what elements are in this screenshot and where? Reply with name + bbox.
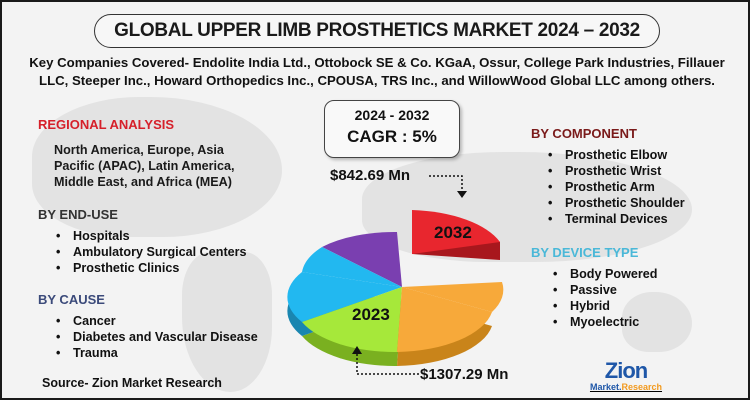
by-component-list: Prosthetic Elbow Prosthetic Wrist Prosth…	[548, 147, 685, 227]
slice-2023	[302, 287, 402, 353]
end-use-list: Hospitals Ambulatory Surgical Centers Pr…	[56, 228, 247, 276]
list-item: Body Powered	[553, 266, 657, 282]
by-cause-title: BY CAUSE	[38, 292, 105, 307]
pie-chart: 2032 2023	[282, 192, 522, 372]
region-line: Pacific (APAC), Latin America,	[54, 159, 235, 173]
companies-line-2: LLC, Steeper Inc., Howard Orthopedics In…	[39, 73, 715, 88]
arrow-2023	[352, 346, 420, 375]
list-item: Prosthetic Clinics	[56, 260, 247, 276]
logo-sub: Market.Research	[586, 382, 666, 393]
zion-logo: Zion Market.Research	[586, 360, 666, 396]
source-note: Source- Zion Market Research	[42, 376, 222, 390]
list-item: Terminal Devices	[548, 211, 685, 227]
list-item: Cancer	[56, 313, 258, 329]
pie-svg: 2032 2023	[287, 210, 504, 367]
logo-name: Zion	[604, 358, 648, 383]
region-line: Middle East, and Africa (MEA)	[54, 175, 232, 189]
svg-text:2023: 2023	[352, 305, 390, 324]
svg-text:2032: 2032	[434, 223, 472, 242]
arrow-2032	[429, 175, 467, 198]
list-item: Myoelectric	[553, 314, 657, 330]
list-item: Ambulatory Surgical Centers	[56, 244, 247, 260]
value-2032-label: $842.69 Mn	[330, 167, 411, 184]
cagr-period: 2024 - 2032	[354, 107, 430, 123]
by-component-title: BY COMPONENT	[531, 126, 637, 141]
list-item: Prosthetic Arm	[548, 179, 685, 195]
list-item: Diabetes and Vascular Disease	[56, 329, 258, 345]
cagr-value: CAGR : 5%	[347, 127, 437, 146]
list-item: Prosthetic Elbow	[548, 147, 685, 163]
list-item: Prosthetic Wrist	[548, 163, 685, 179]
slice-2032	[412, 210, 500, 254]
region-line: North America, Europe, Asia	[54, 143, 224, 157]
by-device-type-title: BY DEVICE TYPE	[531, 245, 639, 260]
list-item: Hospitals	[56, 228, 247, 244]
regional-analysis-title: REGIONAL ANALYSIS	[38, 117, 175, 132]
slice-purple	[322, 231, 402, 287]
list-item: Trauma	[56, 345, 258, 361]
list-item: Passive	[553, 282, 657, 298]
value-2023-label: $1307.29 Mn	[420, 366, 509, 383]
logo-sub-2: Research	[621, 382, 663, 392]
cagr-box: 2024 - 2032 CAGR : 5%	[324, 100, 460, 158]
slice-blue	[302, 247, 402, 287]
key-companies: Key Companies Covered- Endolite India Lt…	[12, 54, 742, 90]
logo-sub-1: Market.	[589, 382, 622, 392]
by-device-type-list: Body Powered Passive Hybrid Myoelectric	[553, 266, 657, 330]
regional-analysis-text: North America, Europe, Asia Pacific (APA…	[54, 142, 264, 190]
list-item: Hybrid	[553, 298, 657, 314]
slice-orange	[397, 287, 492, 352]
list-item: Prosthetic Shoulder	[548, 195, 685, 211]
companies-line-1: Key Companies Covered- Endolite India Lt…	[29, 55, 725, 70]
map-north-america	[32, 97, 282, 237]
page-title: GLOBAL UPPER LIMB PROSTHETICS MARKET 202…	[94, 14, 660, 48]
by-cause-list: Cancer Diabetes and Vascular Disease Tra…	[56, 313, 258, 361]
end-use-title: BY END-USE	[38, 207, 118, 222]
